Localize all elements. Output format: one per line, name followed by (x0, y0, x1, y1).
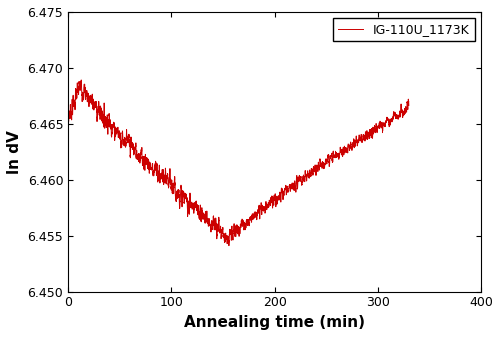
IG-110U_1173K (266, 202, 272, 206)
IG-110U_1173K (374, 127, 380, 131)
IG-110U_1173K (398, 106, 404, 110)
Y-axis label: ln dV: ln dV (7, 130, 22, 174)
IG-110U_1173K (143, 161, 149, 165)
Legend: IG-110U_1173K: IG-110U_1173K (333, 18, 475, 41)
IG-110U_1173K (65, 114, 71, 118)
IG-110U_1173K (226, 244, 232, 248)
IG-110U_1173K (150, 162, 156, 166)
IG-110U_1173K (78, 78, 84, 82)
X-axis label: Annealing time (min): Annealing time (min) (184, 315, 365, 330)
IG-110U_1173K (406, 103, 412, 108)
IG-110U_1173K (382, 121, 388, 125)
Line: IG-110U_1173K: IG-110U_1173K (68, 80, 409, 246)
